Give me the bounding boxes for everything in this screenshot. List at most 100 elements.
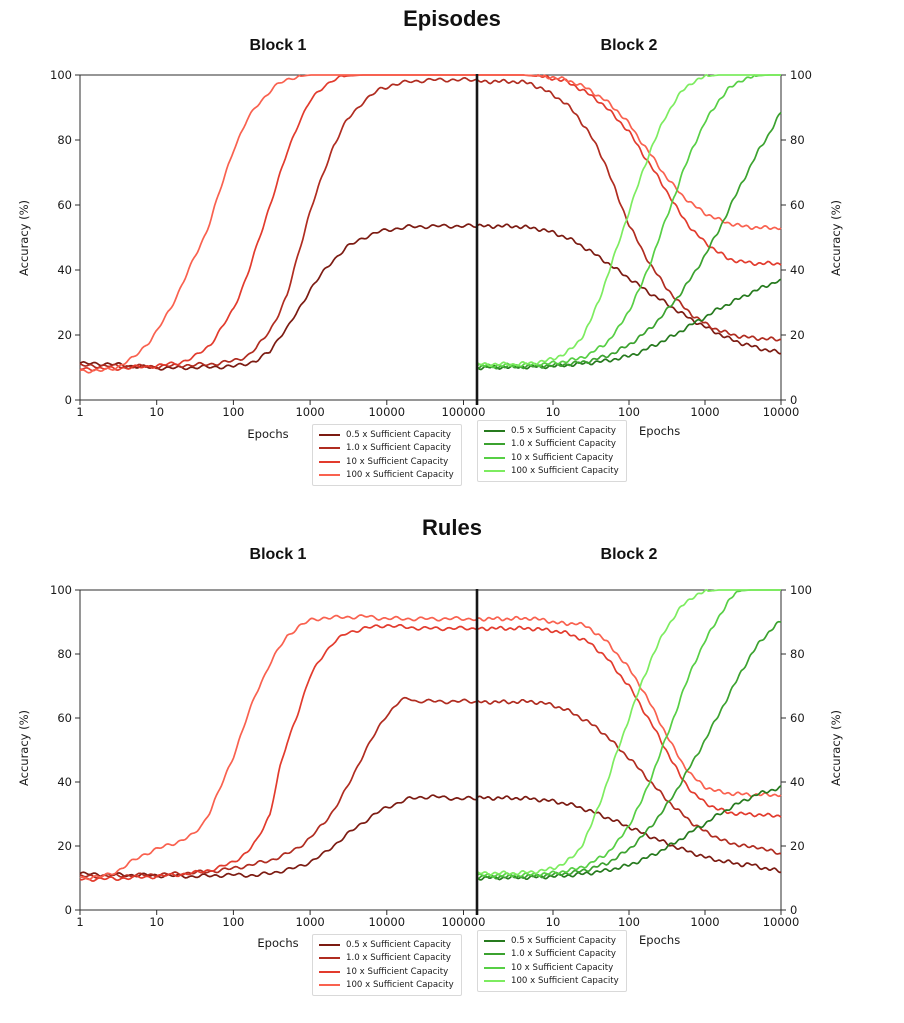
x-tick-label: 10 — [546, 915, 561, 929]
legend-line-swatch — [319, 447, 340, 450]
rules-plot-area: 0 20 40 60 80 100 1 10 100 1000 10000 100000 0 20 40 60… — [50, 583, 812, 929]
y-tick-label: 40 — [57, 775, 72, 789]
block1-spines — [79, 589, 478, 911]
x-tick-label: 10000 — [368, 405, 405, 419]
legend-line-swatch — [484, 443, 505, 446]
legend-entry: 0.5 x Sufficient Capacity — [484, 425, 619, 437]
series-line-100-x-sufficient-capacity — [476, 74, 781, 368]
legend-entry: 1.0 x Sufficient Capacity — [484, 949, 619, 961]
x-tick-label: 10 — [149, 915, 164, 929]
y-tick-label: 60 — [790, 198, 805, 212]
block1-x-axis-label: Epochs — [247, 427, 289, 441]
rules-chart: 0 20 40 60 80 100 1 10 100 1000 10000 100000 0 20 40 60… — [0, 505, 904, 1023]
x-tick-label: 100 — [618, 405, 640, 419]
legend-line-swatch — [484, 953, 505, 956]
x-tick-label: 1000 — [295, 915, 324, 929]
series-line-0.5-x-sufficient-capacity — [79, 794, 478, 879]
legend-entry: 0.5 x Sufficient Capacity — [319, 939, 454, 951]
legend-line-swatch — [319, 943, 340, 946]
y-tick-label: 0 — [65, 393, 72, 407]
legend-entry: 0.5 x Sufficient Capacity — [484, 935, 619, 947]
block2-x-axis-label: Epochs — [639, 424, 681, 438]
legend-line-swatch — [484, 939, 505, 942]
series-line-100-x-sufficient-capacity — [476, 589, 781, 877]
legend-label: 0.5 x Sufficient Capacity — [511, 935, 616, 946]
left-y-axis-label: Accuracy (%) — [17, 199, 31, 277]
series-line-100-x-sufficient-capacity — [476, 615, 782, 798]
block1-subtitle: Block 1 — [249, 546, 307, 563]
y-tick-label: 100 — [50, 583, 72, 597]
block1-legend: 0.5 x Sufficient Capacity 1.0 x Sufficien… — [312, 424, 462, 486]
legend-label: 100 x Sufficient Capacity — [346, 980, 454, 991]
x-tick-label: 1000 — [690, 915, 719, 929]
x-tick-label: 10000 — [763, 405, 800, 419]
y-tick-label: 80 — [57, 647, 72, 661]
chart-title: Rules — [422, 515, 482, 540]
legend-entry: 1.0 x Sufficient Capacity — [319, 953, 454, 965]
legend-line-swatch — [319, 957, 340, 960]
x-tick-label: 1 — [76, 915, 83, 929]
legend-label: 10 x Sufficient Capacity — [511, 962, 614, 973]
legend-label: 1.0 x Sufficient Capacity — [346, 443, 451, 454]
legend-entry: 10 x Sufficient Capacity — [484, 452, 619, 464]
y-tick-label: 80 — [790, 133, 805, 147]
y-tick-label: 0 — [790, 903, 797, 917]
x-tick-label: 100 — [222, 405, 244, 419]
legend-entry: 100 x Sufficient Capacity — [319, 470, 454, 482]
chart-title: Episodes — [403, 6, 501, 31]
block2-subtitle: Block 2 — [600, 37, 658, 54]
series-line-10-x-sufficient-capacity — [476, 589, 781, 879]
series-line-0.5-x-sufficient-capacity — [79, 223, 478, 371]
legend-line-swatch — [319, 433, 340, 436]
block1-subtitle: Block 1 — [249, 37, 307, 54]
series-line-10-x-sufficient-capacity — [476, 74, 781, 369]
x-tick-label: 10000 — [368, 915, 405, 929]
series-line-1.0-x-sufficient-capacity — [79, 76, 478, 370]
legend-line-swatch — [484, 470, 505, 473]
legend-label: 100 x Sufficient Capacity — [511, 976, 619, 987]
y-tick-label: 0 — [790, 393, 797, 407]
legend-entry: 100 x Sufficient Capacity — [484, 466, 619, 478]
legend-label: 0.5 x Sufficient Capacity — [346, 429, 451, 440]
legend-line-swatch — [319, 460, 340, 463]
legend-line-swatch — [484, 980, 505, 983]
legend-label: 10 x Sufficient Capacity — [346, 456, 449, 467]
x-tick-label: 10 — [149, 405, 164, 419]
series-line-0.5-x-sufficient-capacity — [476, 785, 782, 881]
series-line-1.0-x-sufficient-capacity — [476, 698, 782, 855]
legend-label: 100 x Sufficient Capacity — [511, 466, 619, 477]
y-tick-label: 60 — [57, 711, 72, 725]
legend-entry: 100 x Sufficient Capacity — [484, 976, 619, 988]
y-tick-label: 40 — [790, 775, 805, 789]
series-line-1.0-x-sufficient-capacity — [476, 620, 782, 880]
legend-line-swatch — [484, 429, 505, 432]
y-tick-label: 20 — [790, 328, 805, 342]
x-tick-label: 1 — [76, 405, 83, 419]
legend-line-swatch — [484, 456, 505, 459]
y-tick-label: 60 — [57, 198, 72, 212]
series-line-10-x-sufficient-capacity — [79, 74, 477, 372]
x-tick-label: 10000 — [763, 915, 800, 929]
series-line-0.5-x-sufficient-capacity — [476, 795, 782, 874]
x-tick-label: 100000 — [442, 405, 486, 419]
series-line-1.0-x-sufficient-capacity — [476, 78, 781, 342]
block2-legend: 0.5 x Sufficient Capacity 1.0 x Sufficien… — [477, 420, 627, 482]
legend-entry: 10 x Sufficient Capacity — [484, 962, 619, 974]
legend-entry: 0.5 x Sufficient Capacity — [319, 429, 454, 441]
series-line-100-x-sufficient-capacity — [79, 614, 478, 881]
y-tick-label: 40 — [790, 263, 805, 277]
y-tick-label: 80 — [57, 133, 72, 147]
legend-label: 0.5 x Sufficient Capacity — [346, 939, 451, 950]
block1-legend: 0.5 x Sufficient Capacity 1.0 x Sufficien… — [312, 934, 462, 996]
legend-entry: 1.0 x Sufficient Capacity — [319, 443, 454, 455]
y-tick-label: 20 — [57, 328, 72, 342]
legend-label: 1.0 x Sufficient Capacity — [346, 953, 451, 964]
x-tick-label: 100 — [222, 915, 244, 929]
legend-label: 1.0 x Sufficient Capacity — [511, 949, 616, 960]
legend-line-swatch — [319, 984, 340, 987]
legend-line-swatch — [319, 970, 340, 973]
legend-entry: 100 x Sufficient Capacity — [319, 980, 454, 992]
legend-label: 10 x Sufficient Capacity — [346, 966, 449, 977]
series-line-0.5-x-sufficient-capacity — [476, 278, 782, 371]
